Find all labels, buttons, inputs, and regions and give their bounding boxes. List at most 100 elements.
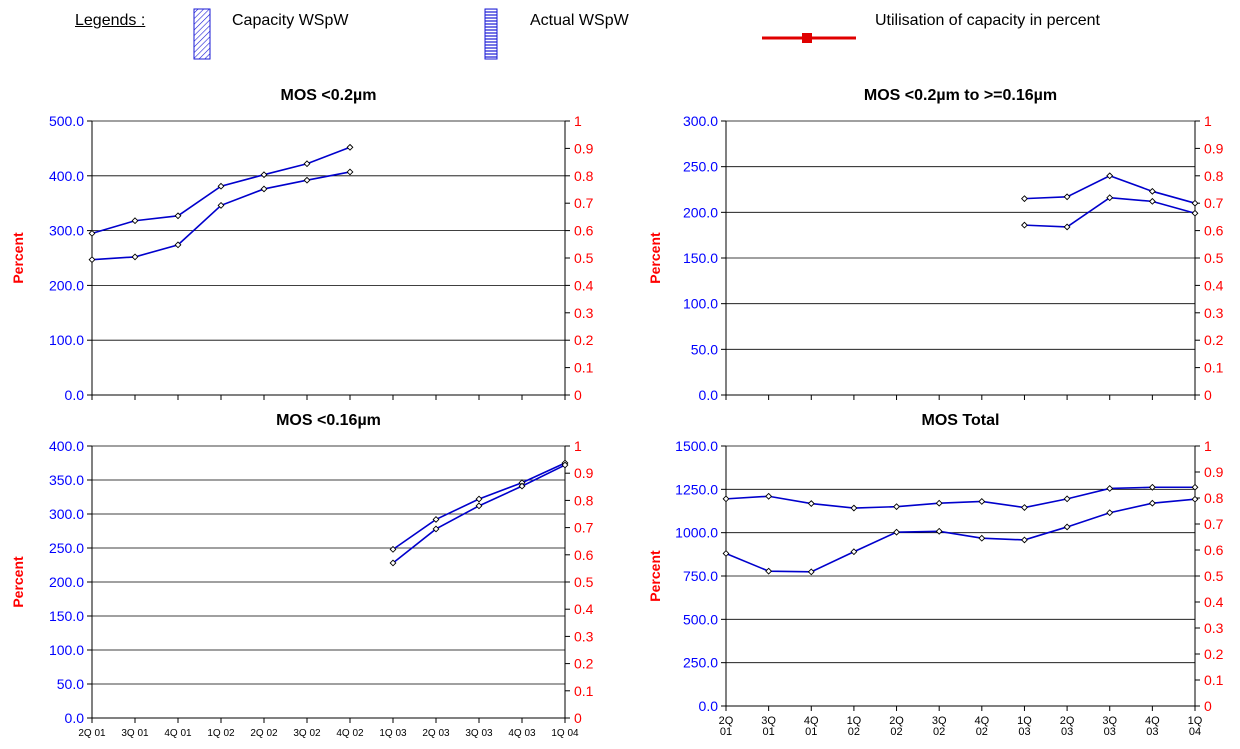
y2-tick-label: 0.7	[1204, 195, 1224, 211]
y2-tick-label: 0.8	[1204, 490, 1224, 506]
data-point	[893, 528, 900, 536]
y2-tick-label: 0.9	[574, 140, 594, 156]
y2-tick-label: 0.8	[1204, 168, 1224, 184]
data-point	[217, 201, 225, 209]
data-point	[978, 498, 986, 505]
x-tick-label: 1Q 04	[551, 728, 579, 739]
chart-title: MOS <0.2µm to >=0.16µm	[864, 87, 1057, 104]
y2-tick-label: 0.3	[574, 628, 594, 644]
y2-tick-label: 0.6	[1204, 223, 1224, 239]
y-axis-label: Percent	[10, 232, 26, 284]
legend-capacity-label: Capacity WSpW	[232, 12, 349, 29]
data-point	[765, 567, 773, 575]
data-point	[432, 516, 440, 523]
x-tick-label: 2Q 03	[422, 728, 450, 739]
y-tick-label: 500.0	[683, 611, 718, 627]
data-point	[1021, 221, 1028, 229]
y2-tick-label: 0.3	[574, 305, 594, 321]
y-tick-label: 1000.0	[675, 525, 718, 541]
data-point	[1106, 485, 1114, 492]
y2-tick-label: 0.1	[574, 360, 594, 376]
y2-tick-label: 0.4	[574, 277, 594, 293]
chart-title: MOS <0.16µm	[276, 412, 381, 429]
y-tick-label: 0.0	[65, 387, 85, 403]
y-tick-label: 300.0	[49, 506, 84, 522]
data-point	[1106, 509, 1114, 517]
data-point	[260, 171, 268, 179]
x-tick-label: 2Q 02	[889, 715, 904, 738]
data-point	[475, 502, 483, 510]
y-tick-label: 100.0	[49, 332, 84, 348]
data-point	[1148, 187, 1156, 195]
data-point	[1021, 195, 1028, 203]
y2-tick-label: 0.4	[574, 601, 594, 617]
data-point	[935, 527, 943, 535]
y-tick-label: 0.0	[699, 698, 719, 714]
y2-tick-label: 0.6	[574, 223, 594, 239]
series-line	[725, 486, 1195, 509]
y-axis-label: Percent	[647, 232, 663, 284]
series-line	[91, 146, 351, 235]
legend-actual-label: Actual WSpW	[530, 12, 629, 29]
data-point	[346, 168, 354, 176]
data-point	[1063, 193, 1071, 201]
data-point	[1063, 495, 1071, 503]
y2-tick-label: 0.6	[1204, 542, 1224, 558]
x-tick-label: 4Q 01	[804, 715, 819, 738]
y-tick-label: 100.0	[49, 642, 84, 658]
data-point	[303, 176, 311, 184]
data-point	[807, 568, 815, 576]
data-point	[1191, 483, 1199, 491]
y2-tick-label: 0.3	[1204, 305, 1224, 321]
x-tick-label: 1Q 04	[1188, 715, 1203, 738]
y2-tick-label: 0.4	[1204, 594, 1224, 610]
data-point	[518, 482, 526, 490]
y2-tick-label: 0.9	[1204, 140, 1224, 156]
x-tick-label: 3Q 01	[761, 715, 776, 738]
data-point	[722, 495, 730, 503]
y2-tick-label: 1	[574, 113, 582, 129]
data-point	[1106, 194, 1114, 202]
y2-tick-label: 0.2	[1204, 332, 1224, 348]
y2-tick-label: 0.2	[574, 332, 594, 348]
legend: Legends : Capacity WSpW Actual WSpW Util…	[0, 0, 1240, 70]
data-point	[1106, 172, 1114, 180]
data-point	[174, 212, 182, 220]
chart-4: MOS Total Percent 0.0 250.0 500.0 750.0 1000.0…	[647, 412, 1224, 738]
y2-tick-label: 0.3	[1204, 620, 1224, 636]
actual-pattern-icon	[484, 8, 498, 60]
y2-tick-label: 0.7	[1204, 516, 1224, 532]
data-point	[893, 503, 900, 511]
y-tick-label: 250.0	[49, 540, 84, 556]
y-tick-label: 50.0	[691, 341, 718, 357]
x-tick-label: 1Q 03	[379, 728, 407, 739]
y-tick-label: 750.0	[683, 568, 718, 584]
y-tick-label: 0.0	[65, 710, 85, 726]
x-tick-label: 4Q 03	[1145, 715, 1160, 738]
y-axis-label: Percent	[647, 550, 663, 602]
y2-tick-label: 1	[1204, 113, 1212, 129]
data-point	[1021, 504, 1028, 511]
chart-title: MOS <0.2µm	[281, 87, 377, 104]
y2-tick-label: 0.7	[574, 520, 594, 536]
x-tick-label: 3Q 02	[293, 728, 321, 739]
data-point	[765, 492, 773, 500]
series-line	[725, 498, 1196, 573]
data-point	[1148, 499, 1156, 507]
data-point	[1063, 523, 1071, 531]
y-tick-label: 150.0	[49, 608, 84, 624]
y-tick-label: 200.0	[49, 277, 84, 293]
y2-tick-label: 0.4	[1204, 277, 1224, 293]
chart-title: MOS Total	[922, 412, 1000, 429]
y-tick-label: 300.0	[683, 113, 718, 129]
y2-tick-label: 0.5	[574, 574, 594, 590]
data-point	[389, 545, 397, 553]
x-tick-label: 2Q 01	[78, 728, 106, 739]
x-tick-label: 3Q 03	[465, 728, 493, 739]
y2-tick-label: 0	[574, 387, 582, 403]
x-tick-label: 2Q 02	[250, 728, 278, 739]
y2-tick-label: 0	[1204, 387, 1212, 403]
x-tick-label: 4Q 02	[974, 715, 989, 738]
chart-3: MOS <0.16µm Percent 0.0 50.0 100.0 150.0 200.0…	[10, 412, 594, 739]
y2-tick-label: 0.1	[1204, 360, 1224, 376]
